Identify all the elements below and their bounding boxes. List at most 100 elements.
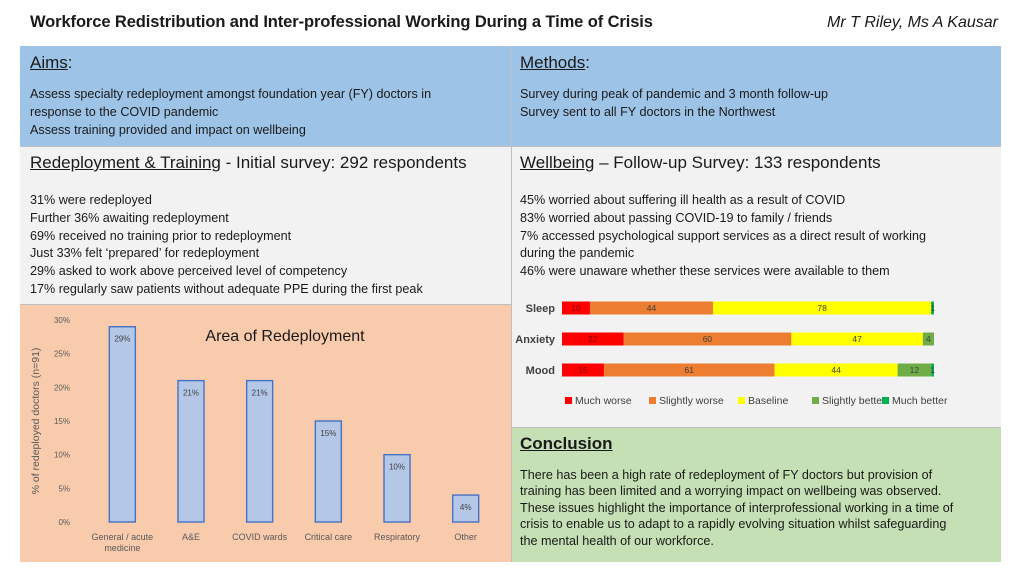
stacked-chart-legend-swatch	[812, 397, 819, 404]
methods-line: Survey sent to all FY doctors in the Nor…	[520, 104, 776, 119]
aims-line: response to the COVID pandemic	[30, 104, 219, 119]
redeployment-line: 31% were redeployed	[30, 193, 152, 207]
bar-chart-y-axis-label: % of redeployed doctors (n=91)	[30, 348, 42, 495]
bar-chart-y-tick-label: 10%	[54, 451, 70, 460]
stacked-chart-legend-label: Slightly worse	[659, 395, 724, 407]
poster-header: Workforce Redistribution and Inter-profe…	[0, 0, 1024, 46]
stacked-chart-segment	[931, 301, 934, 315]
aims-line: Assess specialty redeployment amongst fo…	[30, 87, 432, 101]
wellbeing-line: 45% worried about suffering ill health a…	[520, 193, 846, 207]
redeployment-line: 29% asked to work above perceived level …	[30, 264, 348, 279]
stacked-chart-legend-label: Much better	[892, 395, 948, 407]
wellbeing-heading: Wellbeing – Follow-up Survey: 133 respon…	[520, 153, 881, 173]
methods-line: Survey during peak of pandemic and 3 mon…	[520, 87, 829, 101]
stacked-chart-segment	[562, 363, 604, 377]
conclusion-line: There has been a high rate of redeployme…	[520, 468, 933, 482]
bar-chart-y-tick-label: 25%	[54, 350, 70, 359]
bar-chart-category-label: medicine	[104, 543, 140, 553]
stacked-chart-segment	[897, 363, 932, 377]
conclusion-heading-label: Conclusion	[520, 434, 613, 453]
stacked-chart-value-label: 47	[852, 334, 862, 344]
row-divider	[512, 427, 1001, 428]
stacked-chart-value-label: 4	[926, 334, 931, 344]
methods-text: Survey during peak of pandemic and 3 mon…	[520, 86, 828, 122]
stacked-chart-value-label: 60	[703, 334, 713, 344]
stacked-chart-segment	[589, 301, 714, 315]
aims-line: Assess training provided and impact on w…	[30, 122, 306, 137]
wellbeing-line: 7% accessed psychological support servic…	[520, 228, 926, 243]
conclusion-line: training has been limited and a worrying…	[520, 484, 942, 499]
conclusion-line: the mental health of our workforce.	[520, 533, 714, 548]
bar-chart-value-label: 10%	[389, 463, 405, 472]
wellbeing-heading-label: Wellbeing	[520, 153, 595, 172]
bar-chart-y-tick-label: 0%	[58, 518, 70, 527]
stacked-chart-category-label: Mood	[526, 365, 555, 377]
wellbeing-panel: Wellbeing – Follow-up Survey: 133 respon…	[512, 147, 1001, 427]
wellbeing-line: 46% were unaware whether these services …	[520, 264, 890, 279]
redeployment-text: 31% were redeployed Further 36% awaiting…	[30, 192, 423, 299]
bar-chart-y-tick-label: 15%	[54, 417, 70, 426]
bar-chart-category-label: A&E	[182, 532, 200, 542]
methods-heading-label: Methods	[520, 53, 586, 72]
stacked-chart-value-label: 22	[588, 334, 598, 344]
methods-panel: Methods: Survey during peak of pandemic …	[512, 46, 1001, 146]
stacked-chart-value-label: 44	[647, 303, 657, 313]
bar-chart-value-label: 15%	[320, 429, 336, 438]
bar-chart-bar	[451, 494, 480, 523]
stacked-chart-value-label: 78	[817, 303, 827, 313]
conclusion-panel: Conclusion	[512, 428, 1001, 562]
wellbeing-text: 45% worried about suffering ill health a…	[520, 192, 926, 281]
wellbeing-stacked-chart: Sleep 10 44 78 1 Anxiety 22 60 47 4 Mood 15 61 44 12 1 M…	[515, 301, 948, 407]
wellbeing-line: during the pandemic	[520, 246, 635, 261]
stacked-chart-legend-swatch	[882, 397, 889, 404]
redeployment-heading-suffix: - Initial survey: 292 respondents	[220, 153, 467, 172]
methods-heading: Methods:	[520, 53, 590, 73]
stacked-chart-legend-label: Slightly better	[822, 395, 886, 407]
redeployment-bar-chart: Area of Redeployment % of redeployed doct…	[30, 316, 480, 553]
bar-chart-category-label: Respiratory	[374, 532, 421, 542]
bar-chart-y-tick-label: 30%	[54, 316, 70, 325]
stacked-chart-value-label: 12	[910, 365, 920, 375]
bar-chart-category-label: Other	[454, 532, 477, 542]
stacked-chart-segment	[603, 363, 775, 377]
aims-heading-suffix: :	[67, 53, 73, 72]
bar-chart-y-tick-label: 20%	[54, 383, 70, 392]
conclusion-line: crisis to enable us to adapt to a rapidl…	[520, 517, 947, 532]
aims-panel: Aims: Assess specialty redeployment amon…	[20, 46, 511, 146]
stacked-chart-legend-label: Baseline	[748, 395, 788, 407]
stacked-chart-legend-swatch	[738, 397, 745, 404]
stacked-chart-legend-label: Much worse	[575, 395, 632, 407]
bar-chart-bar	[177, 379, 205, 523]
stacked-chart-segment	[562, 332, 624, 346]
stacked-chart-value-label: 61	[685, 365, 695, 375]
redeployment-panel: Redeployment & Training - Initial survey…	[20, 147, 511, 305]
stacked-chart-value-label: 15	[578, 365, 588, 375]
stacked-chart-segment	[562, 301, 590, 315]
bar-chart-bar	[245, 379, 274, 523]
redeployment-line: 69% received no training prior to redepl…	[30, 228, 292, 243]
wellbeing-line: 83% worried about passing COVID-19 to fa…	[520, 210, 833, 225]
poster-title: Workforce Redistribution and Inter-profe…	[30, 13, 653, 31]
stacked-chart-legend-swatch	[649, 397, 656, 404]
redeployment-heading-label: Redeployment & Training	[30, 153, 221, 172]
redeployment-line: 17% regularly saw patients without adequ…	[30, 281, 423, 296]
aims-heading-label: Aims	[30, 53, 68, 72]
stacked-chart-segment	[713, 301, 932, 315]
stacked-chart-value-label: 10	[571, 303, 581, 313]
stacked-chart-value-label: 1	[930, 365, 935, 375]
bar-chart-bar	[108, 326, 137, 523]
aims-heading: Aims:	[30, 53, 73, 73]
stacked-chart-category-label: Sleep	[526, 303, 556, 315]
stacked-chart-segment	[922, 332, 934, 346]
row-divider	[20, 146, 1001, 147]
bar-chart-value-label: 21%	[252, 389, 268, 398]
row-divider	[20, 304, 511, 305]
stacked-chart-segment	[774, 363, 898, 377]
bar-chart-category-label: Critical care	[305, 532, 353, 542]
bar-chart-value-label: 4%	[460, 503, 472, 512]
stacked-chart-segment	[623, 332, 792, 346]
bar-chart-y-tick-label: 5%	[58, 484, 70, 493]
column-divider	[511, 46, 512, 562]
redeployment-heading: Redeployment & Training - Initial survey…	[30, 153, 467, 173]
aims-text: Assess specialty redeployment amongst fo…	[30, 86, 431, 139]
